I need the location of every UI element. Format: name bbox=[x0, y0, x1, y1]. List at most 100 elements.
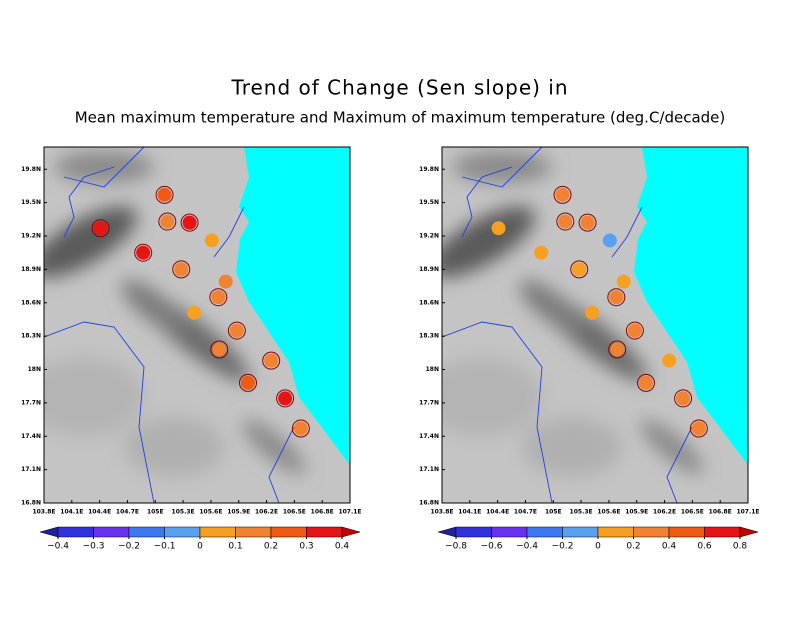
x-tick-label: 104.7E bbox=[514, 509, 537, 516]
significance-ring bbox=[637, 373, 655, 392]
station-dot bbox=[278, 391, 293, 406]
x-tick-label: 107.1E bbox=[736, 509, 759, 516]
significance-ring bbox=[674, 389, 693, 408]
y-tick-label: 16.8N bbox=[419, 500, 439, 507]
station-dot bbox=[204, 233, 219, 248]
station-dot bbox=[609, 290, 624, 305]
colorbar-bin bbox=[562, 526, 599, 538]
station bbox=[491, 221, 506, 236]
subtitle: Mean maximum temperature and Maximum of … bbox=[75, 109, 726, 127]
colorbar-bin bbox=[128, 526, 165, 538]
x-tick-label: 106.5E bbox=[283, 509, 306, 516]
x-tick-label: 104.4E bbox=[486, 509, 509, 516]
station bbox=[578, 213, 597, 232]
y-tick-label: 17.1N bbox=[419, 466, 439, 473]
colorbar-bin bbox=[270, 526, 307, 538]
colorbar-label: 0 bbox=[595, 542, 601, 552]
terrain-shade bbox=[54, 151, 154, 183]
terrain bbox=[44, 151, 306, 477]
significance-ring bbox=[608, 340, 627, 359]
station bbox=[534, 245, 549, 260]
significance-ring bbox=[209, 288, 228, 307]
station-dot bbox=[211, 290, 226, 305]
colorbar: −0.8 −0.6 −0.4 −0.2 0 0.2 0.4 0.6 0.8 bbox=[437, 526, 759, 552]
river bbox=[611, 206, 643, 258]
y-tick-label: 17.7N bbox=[21, 399, 41, 406]
station bbox=[625, 321, 644, 340]
station-dot bbox=[157, 187, 172, 202]
x-tick-label: 103.8E bbox=[430, 509, 453, 516]
map-area bbox=[442, 147, 748, 503]
station-dot bbox=[558, 214, 573, 229]
colorbar-bin bbox=[633, 526, 670, 538]
x-tick-label: 106.8E bbox=[709, 509, 732, 516]
colorbar-bin bbox=[57, 526, 94, 538]
terrain-shade bbox=[124, 417, 224, 477]
y-tick-label: 17.7N bbox=[419, 399, 439, 406]
x-tick-label: 104.7E bbox=[116, 509, 139, 516]
map-frame bbox=[43, 146, 351, 504]
y-tick-label: 18.3N bbox=[419, 333, 439, 340]
x-tick-label: 105.6E bbox=[199, 509, 222, 516]
terrain-shade bbox=[522, 417, 622, 477]
colorbar-bin bbox=[199, 526, 236, 538]
station-dot bbox=[174, 262, 189, 277]
x-tick-label: 104.4E bbox=[88, 509, 111, 516]
y-tick-label: 18N bbox=[28, 366, 41, 373]
colorbar-end bbox=[341, 526, 361, 538]
station bbox=[291, 419, 310, 438]
station bbox=[608, 340, 627, 359]
x-tick-label: 107.1E bbox=[338, 509, 361, 516]
station bbox=[607, 288, 626, 307]
station-dot bbox=[491, 221, 506, 236]
significance-ring bbox=[276, 389, 295, 408]
terrain-shade bbox=[442, 357, 542, 437]
x-tick-label: 106.8E bbox=[311, 509, 334, 516]
y-tick-label: 19.2N bbox=[419, 233, 439, 240]
colorbar-bin bbox=[668, 526, 705, 538]
y-tick-label: 18.6N bbox=[419, 299, 439, 306]
map-area bbox=[44, 147, 350, 503]
station bbox=[689, 419, 708, 438]
colorbar-label: 0.2 bbox=[626, 542, 640, 552]
colorbar-label: −0.1 bbox=[154, 542, 176, 552]
terrain-shade bbox=[442, 206, 536, 278]
station bbox=[209, 288, 228, 307]
significance-ring bbox=[262, 351, 281, 370]
significance-ring bbox=[134, 243, 153, 262]
river bbox=[213, 206, 245, 258]
terrain-shade bbox=[519, 280, 585, 334]
station-dot bbox=[555, 187, 570, 202]
x-tick-label: 105.3E bbox=[172, 509, 195, 516]
station-dot bbox=[218, 274, 233, 289]
station-dot bbox=[602, 233, 617, 248]
river bbox=[666, 426, 693, 503]
colorbar-label: −0.3 bbox=[83, 542, 105, 552]
station bbox=[616, 274, 631, 289]
station bbox=[585, 305, 600, 320]
colorbar-label: 0.4 bbox=[662, 542, 677, 552]
map-frame bbox=[441, 146, 749, 504]
river bbox=[442, 321, 553, 503]
rivers bbox=[44, 147, 295, 503]
colorbar-bin bbox=[455, 526, 492, 538]
station-dot bbox=[264, 353, 279, 368]
map-panel: 103.8E 104.1E 104.4E 104.7E 105E 105.3E 105.6E… bbox=[419, 146, 760, 516]
station-dot bbox=[182, 215, 197, 230]
station-dot bbox=[160, 214, 175, 229]
station bbox=[172, 260, 191, 279]
station-dot bbox=[616, 274, 631, 289]
station-dot bbox=[610, 342, 625, 357]
significance-ring bbox=[91, 219, 110, 238]
x-tick-label: 103.8E bbox=[32, 509, 55, 516]
station-dot bbox=[585, 305, 600, 320]
y-tick-label: 19.5N bbox=[419, 199, 439, 206]
significance-ring bbox=[155, 185, 174, 204]
y-tick-label: 17.4N bbox=[419, 433, 439, 440]
station-dot bbox=[662, 353, 677, 368]
colorbar-label: 0.8 bbox=[733, 542, 748, 552]
y-tick-label: 18N bbox=[426, 366, 439, 373]
y-tick-label: 17.1N bbox=[21, 466, 41, 473]
rivers bbox=[442, 147, 693, 503]
terrain bbox=[442, 151, 704, 477]
